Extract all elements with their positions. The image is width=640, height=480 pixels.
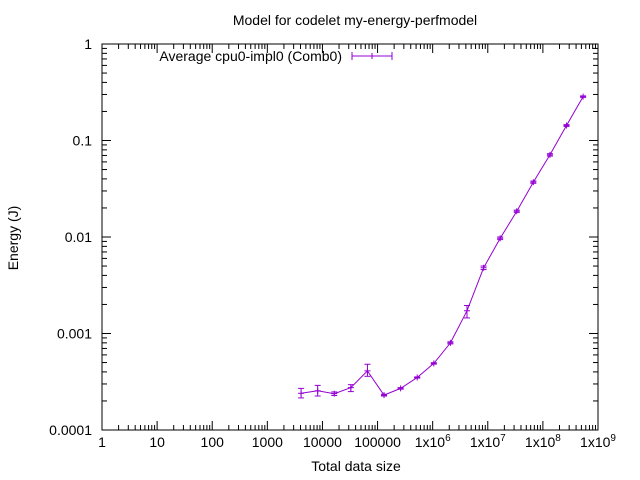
series-line xyxy=(301,96,584,396)
y-axis-label: Energy (J) xyxy=(5,206,21,271)
y-tick-label: 0.0001 xyxy=(49,422,92,438)
data-point xyxy=(447,339,454,346)
x-tick-label: 10000 xyxy=(303,434,342,450)
x-tick-exponent: 7 xyxy=(500,433,506,444)
x-axis-ticks: 1 10 100 1000 10000 100000 1x106 1x107 1x108 1x10… xyxy=(98,44,616,450)
plot-border xyxy=(101,43,599,431)
data-point xyxy=(381,392,388,399)
data-point xyxy=(347,384,354,393)
x-tick-label: 1x107 xyxy=(470,433,506,450)
data-point xyxy=(364,363,371,377)
legend-sample-line xyxy=(351,52,393,60)
x-tick-label: 1x109 xyxy=(580,433,616,450)
plot-frame xyxy=(101,43,599,431)
data-point xyxy=(513,208,520,215)
data-point xyxy=(546,151,553,158)
data-point xyxy=(397,385,404,392)
x-tick-label: 10 xyxy=(149,434,165,450)
data-point xyxy=(563,122,570,129)
y-tick-label: 1 xyxy=(84,36,92,52)
data-point xyxy=(497,235,504,242)
x-tick-label: 100 xyxy=(201,434,225,450)
x-tick-exponent: 6 xyxy=(445,433,451,444)
data-point xyxy=(331,390,338,397)
data-point xyxy=(580,93,587,100)
x-tick-label: 1x106 xyxy=(415,433,451,450)
y-axis-ticks: 0.0001 0.001 0.01 0.1 1 xyxy=(49,36,598,438)
data-point xyxy=(430,360,437,367)
x-tick-label: 100000 xyxy=(354,434,401,450)
series-layer xyxy=(298,93,587,399)
data-point xyxy=(463,305,470,319)
x-tick-label: 1x108 xyxy=(525,433,561,450)
x-tick-exponent: 8 xyxy=(555,433,561,444)
data-point xyxy=(414,374,421,381)
y-tick-label: 0.001 xyxy=(57,326,92,342)
data-point xyxy=(298,387,305,399)
y-tick-label: 0.01 xyxy=(65,229,92,245)
x-tick-label: 1000 xyxy=(252,434,283,450)
x-axis-label: Total data size xyxy=(311,458,401,474)
data-point xyxy=(530,179,537,186)
data-point xyxy=(314,384,321,397)
y-tick-label: 0.1 xyxy=(73,133,93,149)
chart-title: Model for codelet my-energy-perfmodel xyxy=(233,12,477,28)
legend: Average cpu0-impl0 (Comb0) xyxy=(159,48,393,64)
legend-label: Average cpu0-impl0 (Comb0) xyxy=(159,48,342,64)
x-tick-label: 1 xyxy=(98,434,106,450)
x-tick-exponent: 9 xyxy=(610,433,616,444)
data-point xyxy=(480,264,487,271)
